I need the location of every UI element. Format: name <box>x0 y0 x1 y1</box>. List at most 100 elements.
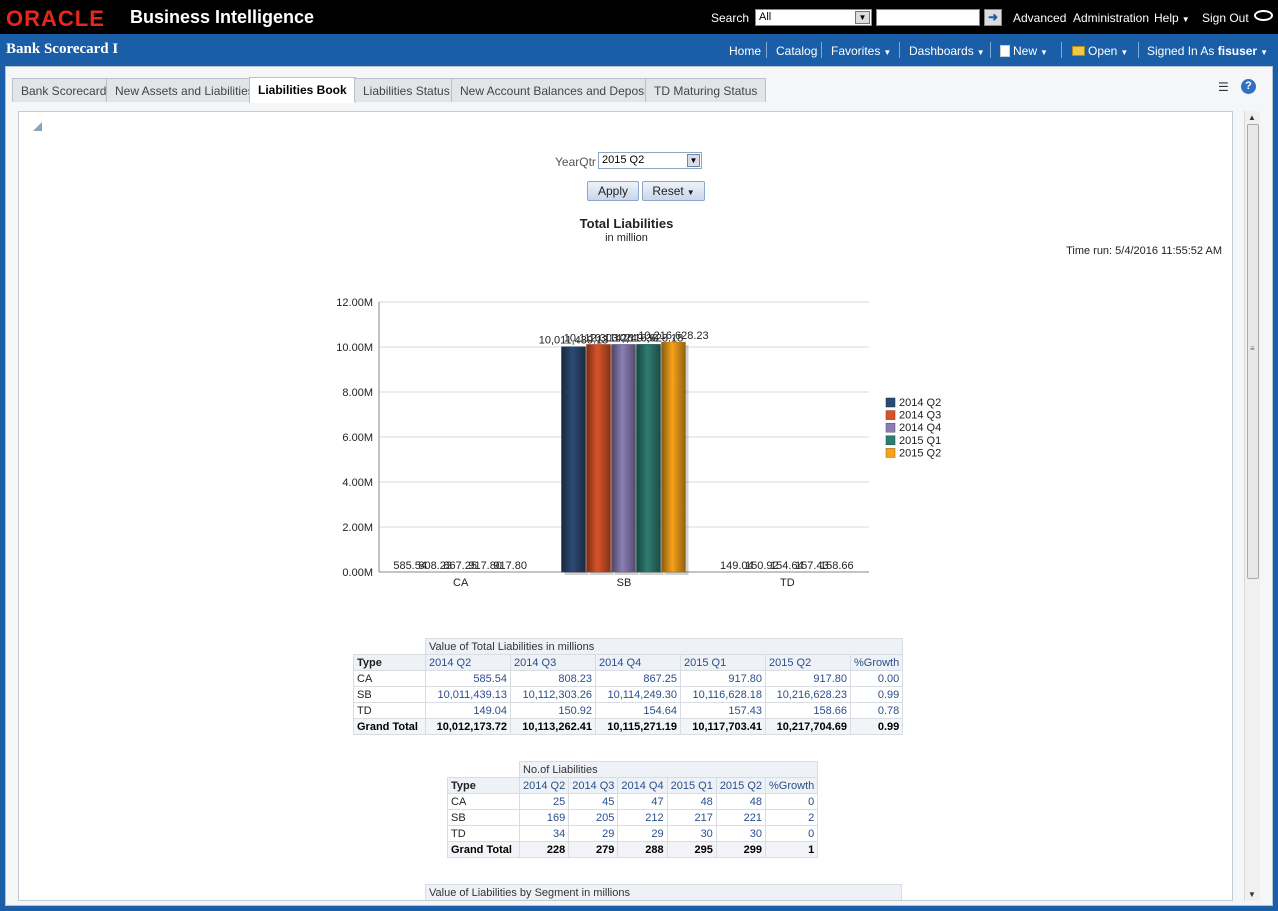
table-cell[interactable]: 169 <box>518 809 570 826</box>
table-cell: 288 <box>617 841 668 858</box>
table-cell[interactable]: 10,011,439.13 <box>425 686 511 703</box>
help-menu[interactable]: Help ▼ <box>1154 11 1190 25</box>
column-header[interactable]: 2015 Q1 <box>666 777 717 794</box>
vertical-scrollbar[interactable]: ▲ ≡ ▼ <box>1244 111 1260 901</box>
legend-entry: 2014 Q4 <box>899 422 941 434</box>
table-cell[interactable]: 212 <box>617 809 668 826</box>
y-tick-label: 2.00M <box>342 522 373 534</box>
column-header[interactable]: 2015 Q1 <box>680 654 766 671</box>
table-cell[interactable]: 47 <box>617 793 668 810</box>
table-cell[interactable]: 150.92 <box>510 702 596 719</box>
dashboards-menu[interactable]: Dashboards ▼ <box>909 44 985 58</box>
nav-separator <box>821 42 822 58</box>
table-cell[interactable]: 45 <box>568 793 619 810</box>
column-header[interactable]: %Growth <box>849 654 904 671</box>
search-go-arrow-icon[interactable]: ➜ <box>984 9 1002 26</box>
tab-new-assets-and-liabilities[interactable]: New Assets and Liabilities <box>106 78 263 102</box>
chevron-down-icon[interactable]: ▼ <box>855 11 870 24</box>
help-icon[interactable]: ? <box>1241 79 1256 94</box>
table-cell[interactable]: 0 <box>765 825 819 842</box>
home-link[interactable]: Home <box>729 44 762 58</box>
x-tick-label: TD <box>780 577 795 589</box>
new-menu[interactable]: New ▼ <box>1000 44 1048 58</box>
search-scope-select[interactable]: All ▼ <box>755 9 872 26</box>
table-cell[interactable]: 0.78 <box>849 702 904 719</box>
table-cell[interactable]: 25 <box>518 793 570 810</box>
data-label: 867.25 <box>443 560 477 572</box>
collapse-section-icon[interactable] <box>33 122 42 131</box>
table-cell: 10,217,704.69 <box>765 718 851 735</box>
table-cell[interactable]: 34 <box>518 825 570 842</box>
tab-liabilities-book[interactable]: Liabilities Book <box>249 77 356 103</box>
tab-new-account-balances-and-deposits[interactable]: New Account Balances and Deposits <box>451 78 666 102</box>
column-header[interactable]: 2014 Q2 <box>518 777 570 794</box>
column-header[interactable]: 2015 Q2 <box>765 654 851 671</box>
favorites-menu[interactable]: Favorites ▼ <box>831 44 891 58</box>
tab-td-maturing-status[interactable]: TD Maturing Status <box>645 78 767 102</box>
table-cell[interactable]: 157.43 <box>680 702 766 719</box>
catalog-link[interactable]: Catalog <box>776 44 818 58</box>
administration-link[interactable]: Administration <box>1073 11 1150 25</box>
column-header[interactable]: 2014 Q3 <box>568 777 619 794</box>
table-cell[interactable]: 29 <box>617 825 668 842</box>
liabilities-by-segment-header: Value of Liabilities by Segment in milli… <box>425 884 902 900</box>
table-cell[interactable]: 0.99 <box>849 686 904 703</box>
table-cell[interactable]: 221 <box>715 809 767 826</box>
caret-down-icon: ▼ <box>1260 48 1269 57</box>
table-cell[interactable]: 10,216,628.23 <box>765 686 851 703</box>
scroll-thumb[interactable]: ≡ <box>1247 124 1259 579</box>
sign-out-link[interactable]: Sign Out <box>1202 11 1249 25</box>
table-cell[interactable]: 0 <box>765 793 819 810</box>
open-menu[interactable]: Open ▼ <box>1072 44 1128 58</box>
table-cell[interactable]: 30 <box>715 825 767 842</box>
table-cell[interactable]: 10,112,303.26 <box>510 686 596 703</box>
column-header[interactable]: 2014 Q2 <box>425 654 511 671</box>
tab-liabilities-status[interactable]: Liabilities Status <box>354 78 459 102</box>
table-cell[interactable]: 585.54 <box>425 670 511 687</box>
search-input[interactable] <box>876 9 980 26</box>
type-column-header: Type <box>447 777 520 794</box>
table-cell[interactable]: 867.25 <box>595 670 681 687</box>
table-cell[interactable]: 29 <box>568 825 619 842</box>
grip-icon: ≡ <box>1250 344 1255 353</box>
table-cell[interactable]: 48 <box>715 793 767 810</box>
table-cell[interactable]: 917.80 <box>680 670 766 687</box>
table-row: SB 169 205 212 217 221 2 <box>447 809 819 826</box>
table-cell[interactable]: 149.04 <box>425 702 511 719</box>
table-cell[interactable]: 217 <box>666 809 717 826</box>
favorites-label: Favorites <box>831 44 881 58</box>
caret-down-icon: ▼ <box>1181 15 1190 24</box>
table-cell[interactable]: 808.23 <box>510 670 596 687</box>
new-document-icon <box>1000 45 1010 57</box>
tab-bank-scorecard[interactable]: Bank Scorecard <box>12 78 116 102</box>
column-header[interactable]: %Growth <box>765 777 819 794</box>
sign-out-icon[interactable] <box>1254 10 1273 21</box>
table-cell[interactable]: 917.80 <box>765 670 851 687</box>
chevron-down-icon[interactable]: ▼ <box>687 154 700 167</box>
table-measure-header: Value of Total Liabilities in millions <box>424 638 904 655</box>
table-cell[interactable]: 2 <box>765 809 819 826</box>
data-label: 585.54 <box>393 560 427 572</box>
table-cell[interactable]: 48 <box>666 793 717 810</box>
column-header[interactable]: 2014 Q4 <box>595 654 681 671</box>
column-header[interactable]: 2015 Q2 <box>715 777 767 794</box>
search-scope-value: All <box>759 11 772 23</box>
advanced-link[interactable]: Advanced <box>1013 11 1067 25</box>
table-cell[interactable]: 205 <box>568 809 619 826</box>
table-cell[interactable]: 158.66 <box>765 702 851 719</box>
column-header[interactable]: 2014 Q3 <box>510 654 596 671</box>
scroll-up-icon[interactable]: ▲ <box>1248 113 1256 122</box>
row-label: CA <box>353 670 426 687</box>
signed-in-menu[interactable]: Signed In As fisuser ▼ <box>1147 44 1268 58</box>
table-cell[interactable]: 10,114,249.30 <box>595 686 681 703</box>
scroll-down-icon[interactable]: ▼ <box>1248 890 1256 899</box>
table-cell[interactable]: 154.64 <box>595 702 681 719</box>
table-cell[interactable]: 30 <box>666 825 717 842</box>
table-cell[interactable]: 10,116,628.18 <box>680 686 766 703</box>
yearqtr-select[interactable]: 2015 Q2 ▼ <box>598 152 702 169</box>
apply-button[interactable]: Apply <box>587 181 639 201</box>
page-options-icon[interactable]: ☰ <box>1218 80 1229 94</box>
table-cell[interactable]: 0.00 <box>849 670 904 687</box>
reset-button[interactable]: Reset ▼ <box>642 181 705 201</box>
column-header[interactable]: 2014 Q4 <box>617 777 668 794</box>
